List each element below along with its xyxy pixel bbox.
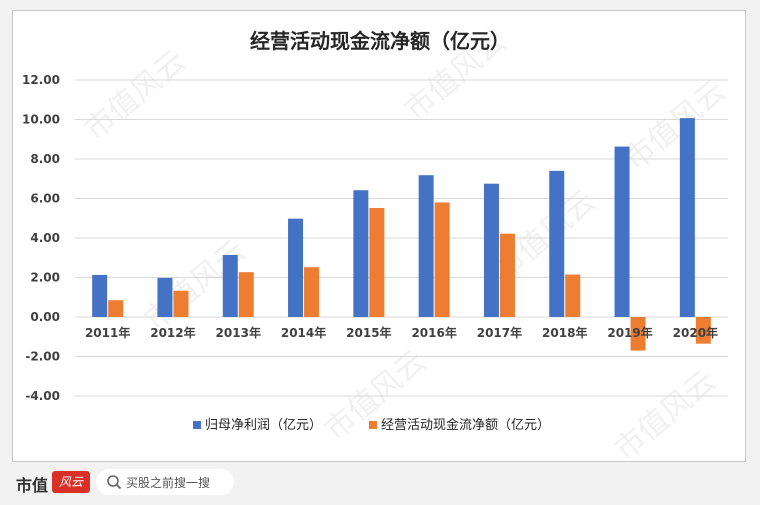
legend-swatch xyxy=(193,421,201,429)
bar-operating-cashflow xyxy=(108,300,124,317)
bar-operating-cashflow xyxy=(304,267,320,317)
bar-net-profit xyxy=(92,274,108,317)
y-tick-label: 4.00 xyxy=(30,231,60,245)
footer: 市值 风云 买股之前搜一搜 xyxy=(0,462,760,505)
bar-net-profit xyxy=(549,170,565,317)
x-category-label: 2014年 xyxy=(281,325,326,340)
x-category-label: 2019年 xyxy=(607,325,652,340)
bar-net-profit xyxy=(157,277,173,317)
x-category-label: 2011年 xyxy=(85,325,130,340)
legend-label: 归母净利润（亿元） xyxy=(205,418,322,433)
bar-net-profit xyxy=(418,175,434,317)
x-category-label: 2018年 xyxy=(542,325,587,340)
bar-net-profit xyxy=(679,118,695,318)
y-tick-label: -4.00 xyxy=(25,389,60,403)
bar-operating-cashflow xyxy=(369,207,385,317)
search-icon xyxy=(107,475,122,490)
y-tick-label: 12.00 xyxy=(22,73,60,87)
brand-logo-mark: 风云 xyxy=(52,471,90,493)
bar-net-profit xyxy=(288,218,304,317)
y-tick-label: -2.00 xyxy=(25,350,60,364)
y-tick-label: 6.00 xyxy=(30,192,60,206)
bar-operating-cashflow xyxy=(695,317,711,344)
bar-net-profit xyxy=(483,183,499,317)
chart-title: 经营活动现金流净额（亿元） xyxy=(250,29,510,53)
legend-label: 经营活动现金流净额（亿元） xyxy=(381,417,550,433)
bar-operating-cashflow xyxy=(499,233,515,317)
x-category-label: 2012年 xyxy=(150,325,195,340)
bar-operating-cashflow xyxy=(434,202,450,317)
bar-net-profit xyxy=(222,254,238,317)
bar-operating-cashflow xyxy=(238,272,254,317)
brand-logo-text: 市值 xyxy=(16,476,49,495)
search-placeholder: 买股之前搜一搜 xyxy=(126,476,211,490)
bar-operating-cashflow xyxy=(173,290,189,317)
y-tick-label: 2.00 xyxy=(30,271,60,285)
bar-net-profit xyxy=(353,190,369,317)
legend-swatch xyxy=(369,421,377,429)
x-category-label: 2015年 xyxy=(346,325,391,340)
x-category-label: 2013年 xyxy=(216,325,261,340)
x-category-label: 2020年 xyxy=(673,325,718,340)
x-category-label: 2017年 xyxy=(477,325,522,340)
x-category-label: 2016年 xyxy=(411,325,456,340)
y-tick-label: 0.00 xyxy=(30,310,60,324)
bar-net-profit xyxy=(614,146,630,317)
chart-svg: 经营活动现金流净额（亿元） 12.00 10.00 8.00 6.00 4.00 2.00 0… xyxy=(22,29,728,433)
y-tick-label: 10.00 xyxy=(22,113,60,127)
bar-operating-cashflow xyxy=(630,317,646,351)
bar-operating-cashflow xyxy=(565,274,581,317)
search-input[interactable]: 买股之前搜一搜 xyxy=(96,469,234,495)
y-tick-label: 8.00 xyxy=(30,152,60,166)
